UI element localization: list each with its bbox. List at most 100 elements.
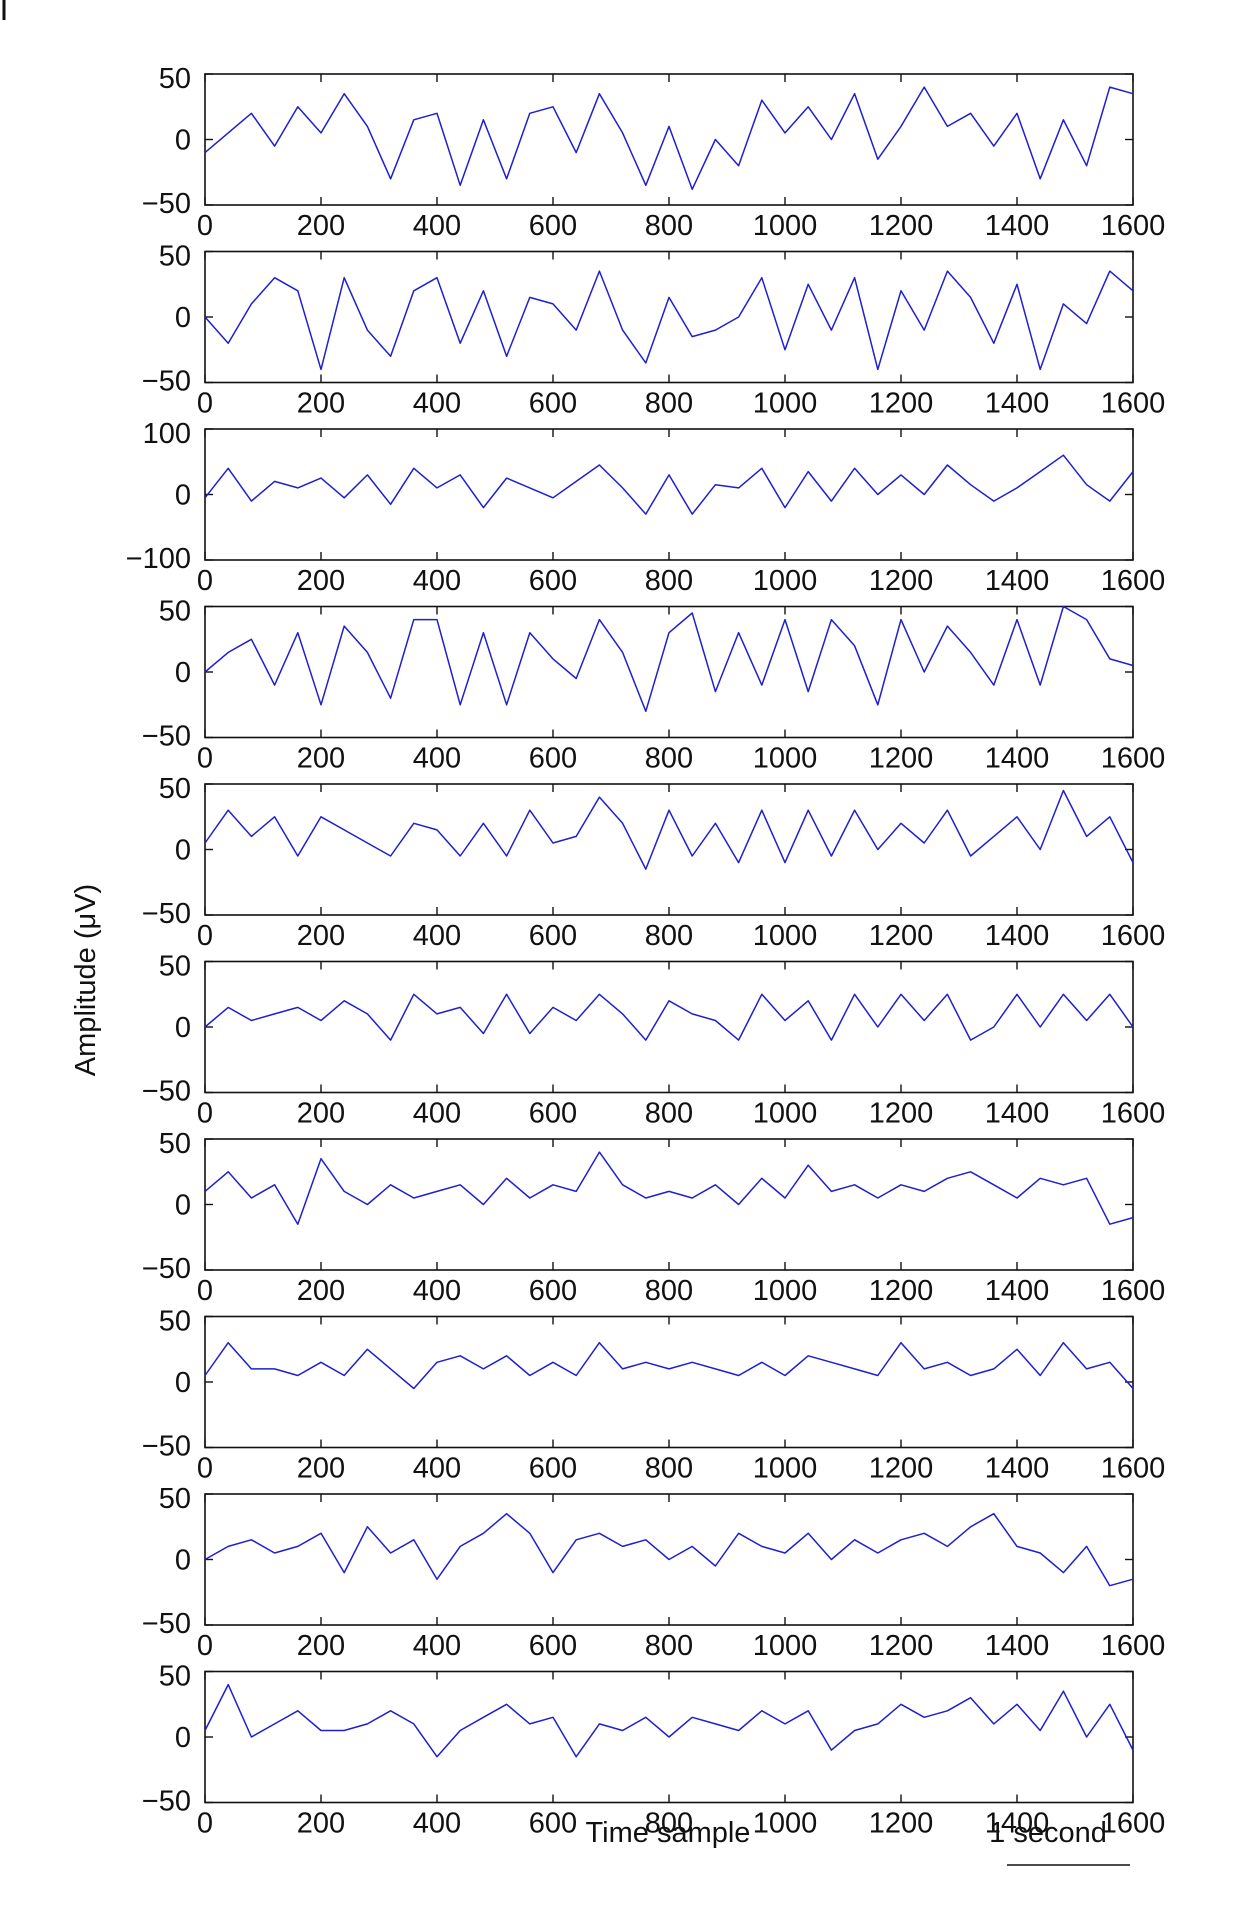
x-tick-label: 200 xyxy=(297,1098,345,1130)
x-tick-label: 200 xyxy=(297,743,345,775)
x-tick-label: 1200 xyxy=(869,565,934,597)
x-tick-label: 1200 xyxy=(869,1453,934,1485)
x-tick-label: 1000 xyxy=(753,565,818,597)
x-tick-label: 0 xyxy=(197,210,213,242)
x-tick-label: 1400 xyxy=(985,388,1050,420)
y-tick-label: −50 xyxy=(142,721,191,753)
x-tick-label: 800 xyxy=(645,1630,693,1662)
series-line xyxy=(204,605,1134,713)
series-line xyxy=(204,1341,1134,1390)
y-tick-label: −50 xyxy=(142,188,191,220)
y-tick-label: 0 xyxy=(175,1722,191,1754)
y-axis-title: Amplitude (μV) xyxy=(70,884,102,1076)
x-tick-label: 1000 xyxy=(753,388,818,420)
x-tick-label: 1400 xyxy=(985,210,1050,242)
y-tick-label: 0 xyxy=(175,1545,191,1577)
x-tick-label: 1000 xyxy=(753,920,818,952)
series-line xyxy=(204,789,1134,870)
y-tick-label: 0 xyxy=(175,1190,191,1222)
x-tick-label: 400 xyxy=(413,210,461,242)
x-tick-label: 1000 xyxy=(753,1453,818,1485)
x-tick-label: 1600 xyxy=(1101,1808,1166,1840)
x-tick-label: 1200 xyxy=(869,743,934,775)
panel-frame xyxy=(204,1315,1134,1449)
x-tick-label: 400 xyxy=(413,1098,461,1130)
x-tick-label: 1600 xyxy=(1101,565,1166,597)
x-tick-label: 1600 xyxy=(1101,1098,1166,1130)
x-tick-label: 800 xyxy=(645,210,693,242)
x-tick-label: 200 xyxy=(297,1808,345,1840)
x-tick-label: 0 xyxy=(197,743,213,775)
y-tick-label: −50 xyxy=(142,1076,191,1108)
x-tick-label: 0 xyxy=(197,1808,213,1840)
x-tick-label: 200 xyxy=(297,388,345,420)
x-tick-label: 1200 xyxy=(869,1808,934,1840)
x-tick-label: 1600 xyxy=(1101,1453,1166,1485)
x-tick-label: 1000 xyxy=(753,1098,818,1130)
x-tick-label: 0 xyxy=(197,1098,213,1130)
x-tick-label: 600 xyxy=(529,743,577,775)
x-tick-label: 600 xyxy=(529,1808,577,1840)
y-tick-label: −50 xyxy=(142,1786,191,1818)
x-tick-label: 400 xyxy=(413,743,461,775)
y-tick-label: −50 xyxy=(142,1253,191,1285)
y-tick-label: 100 xyxy=(143,418,191,450)
x-axis-title: Time sample xyxy=(586,1817,751,1849)
x-tick-label: 400 xyxy=(413,1630,461,1662)
x-tick-label: 0 xyxy=(197,1630,213,1662)
series-line xyxy=(204,270,1134,371)
x-tick-label: 600 xyxy=(529,210,577,242)
x-tick-label: 400 xyxy=(413,920,461,952)
x-tick-label: 800 xyxy=(645,388,693,420)
x-tick-label: 800 xyxy=(645,920,693,952)
y-tick-label: −100 xyxy=(126,543,191,575)
x-tick-label: 400 xyxy=(413,1808,461,1840)
x-tick-label: 0 xyxy=(197,388,213,420)
x-tick-label: 400 xyxy=(413,1453,461,1485)
series-line xyxy=(204,1683,1134,1758)
x-tick-label: 400 xyxy=(413,388,461,420)
y-tick-label: −50 xyxy=(142,1431,191,1463)
x-tick-label: 1600 xyxy=(1101,1275,1166,1307)
x-tick-label: 1400 xyxy=(985,1808,1050,1840)
x-tick-label: 800 xyxy=(645,565,693,597)
y-tick-label: −50 xyxy=(142,366,191,398)
x-tick-label: 1200 xyxy=(869,1098,934,1130)
x-tick-label: 1400 xyxy=(985,920,1050,952)
series-line xyxy=(204,1151,1134,1225)
x-tick-label: 200 xyxy=(297,1275,345,1307)
x-tick-label: 600 xyxy=(529,1275,577,1307)
y-tick-label: 50 xyxy=(159,951,191,983)
x-tick-label: 1000 xyxy=(753,1808,818,1840)
x-tick-label: 0 xyxy=(197,1453,213,1485)
y-tick-label: 50 xyxy=(159,1128,191,1160)
y-tick-label: 0 xyxy=(175,302,191,334)
series-line xyxy=(204,86,1134,191)
y-tick-label: 50 xyxy=(159,1661,191,1693)
x-tick-label: 1200 xyxy=(869,920,934,952)
series-line xyxy=(204,993,1134,1041)
x-tick-label: 1600 xyxy=(1101,743,1166,775)
x-tick-label: 600 xyxy=(529,388,577,420)
x-tick-label: 1400 xyxy=(985,565,1050,597)
x-tick-label: 1400 xyxy=(985,1630,1050,1662)
x-tick-label: 200 xyxy=(297,1453,345,1485)
y-tick-label: 50 xyxy=(159,241,191,273)
x-tick-label: 600 xyxy=(529,565,577,597)
y-tick-label: 0 xyxy=(175,657,191,689)
x-tick-label: 1200 xyxy=(869,1275,934,1307)
x-tick-label: 1000 xyxy=(753,210,818,242)
x-tick-label: 800 xyxy=(645,1808,693,1840)
x-tick-label: 600 xyxy=(529,1098,577,1130)
x-tick-label: 400 xyxy=(413,1275,461,1307)
x-tick-label: 1600 xyxy=(1101,1630,1166,1662)
y-tick-label: 0 xyxy=(175,1012,191,1044)
x-tick-label: 0 xyxy=(197,920,213,952)
x-tick-label: 800 xyxy=(645,1275,693,1307)
